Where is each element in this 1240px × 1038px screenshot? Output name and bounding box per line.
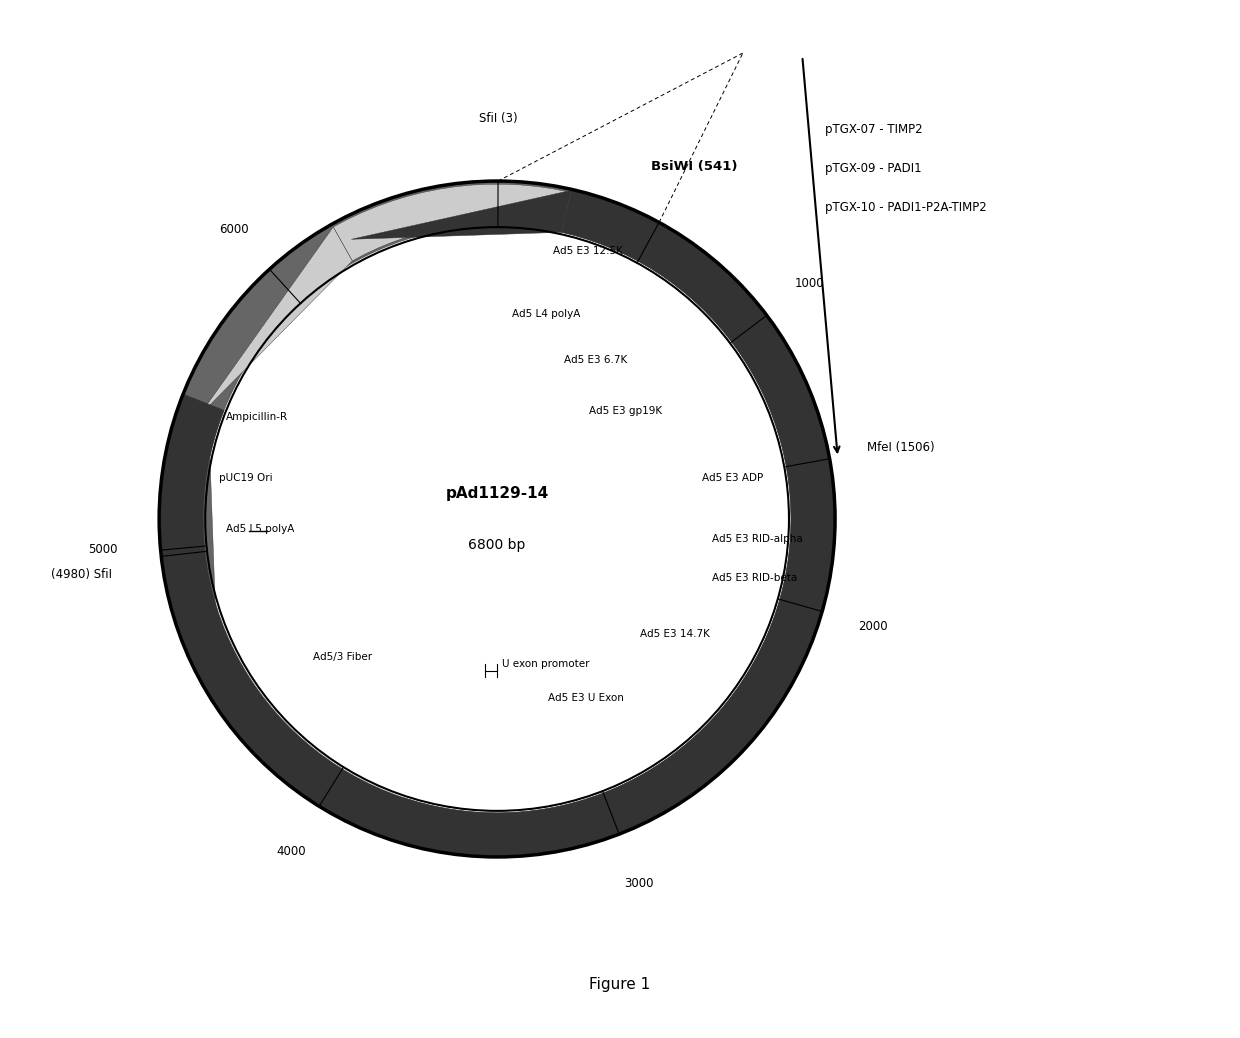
Text: 2000: 2000 bbox=[858, 620, 888, 632]
Polygon shape bbox=[754, 353, 789, 374]
Text: 1000: 1000 bbox=[795, 277, 825, 290]
Text: pUC19 Ori: pUC19 Ori bbox=[218, 473, 272, 483]
Polygon shape bbox=[769, 386, 830, 485]
Polygon shape bbox=[351, 190, 572, 240]
Text: Ampicillin-R: Ampicillin-R bbox=[226, 412, 288, 421]
Text: Ad5 L5 polyA: Ad5 L5 polyA bbox=[226, 524, 294, 535]
Text: Ad5 L4 polyA: Ad5 L4 polyA bbox=[512, 309, 580, 319]
Text: Ad5 E3 gp19K: Ad5 E3 gp19K bbox=[589, 407, 662, 416]
Text: SfiI (3): SfiI (3) bbox=[479, 112, 517, 125]
Text: Figure 1: Figure 1 bbox=[589, 978, 651, 992]
Text: Ad5 E3 ADP: Ad5 E3 ADP bbox=[702, 473, 763, 483]
Polygon shape bbox=[175, 589, 206, 596]
Text: 6000: 6000 bbox=[218, 223, 248, 237]
Text: 3000: 3000 bbox=[624, 877, 653, 891]
Polygon shape bbox=[160, 190, 835, 856]
Polygon shape bbox=[198, 227, 352, 416]
Text: BsiWI (541): BsiWI (541) bbox=[651, 160, 738, 173]
Polygon shape bbox=[656, 239, 675, 266]
Text: Ad5 E3 12.5K: Ad5 E3 12.5K bbox=[553, 246, 624, 255]
Polygon shape bbox=[175, 589, 213, 625]
Polygon shape bbox=[516, 184, 629, 248]
Text: pTGX-07 - TIMP2: pTGX-07 - TIMP2 bbox=[825, 124, 923, 136]
Polygon shape bbox=[697, 272, 723, 300]
Polygon shape bbox=[789, 572, 827, 585]
Polygon shape bbox=[791, 481, 830, 496]
Polygon shape bbox=[589, 765, 683, 838]
Polygon shape bbox=[708, 284, 789, 373]
Polygon shape bbox=[613, 210, 635, 248]
Text: Ad5 E3 6.7K: Ad5 E3 6.7K bbox=[564, 355, 627, 365]
Polygon shape bbox=[637, 226, 675, 266]
Text: Ad5 E3 RID-beta: Ad5 E3 RID-beta bbox=[712, 573, 797, 583]
Text: 5000: 5000 bbox=[88, 544, 118, 556]
Text: 6800 bp: 6800 bp bbox=[469, 538, 526, 551]
Text: MfeI (1506): MfeI (1506) bbox=[867, 441, 934, 454]
Text: (4980) SfiI: (4980) SfiI bbox=[51, 568, 113, 581]
Polygon shape bbox=[584, 800, 601, 838]
Polygon shape bbox=[773, 630, 806, 645]
Text: U exon promoter: U exon promoter bbox=[502, 659, 590, 670]
Polygon shape bbox=[167, 184, 832, 854]
Polygon shape bbox=[698, 651, 797, 765]
Polygon shape bbox=[673, 762, 691, 787]
Polygon shape bbox=[673, 754, 703, 787]
Polygon shape bbox=[698, 737, 724, 765]
Text: Ad5/3 Fiber: Ad5/3 Fiber bbox=[312, 652, 372, 662]
Polygon shape bbox=[167, 182, 835, 856]
Text: pAd1129-14: pAd1129-14 bbox=[445, 486, 549, 501]
Polygon shape bbox=[789, 503, 832, 579]
Text: Ad5 E3 14.7K: Ad5 E3 14.7K bbox=[641, 629, 711, 638]
Text: 4000: 4000 bbox=[277, 845, 306, 858]
Polygon shape bbox=[773, 588, 822, 645]
Text: pTGX-10 - PADI1-P2A-TIMP2: pTGX-10 - PADI1-P2A-TIMP2 bbox=[825, 201, 987, 214]
Text: pTGX-09 - PADI1: pTGX-09 - PADI1 bbox=[825, 162, 921, 175]
Text: Ad5 E3 U Exon: Ad5 E3 U Exon bbox=[548, 693, 624, 703]
Text: Ad5 E3 RID-alpha: Ad5 E3 RID-alpha bbox=[712, 535, 804, 545]
Polygon shape bbox=[667, 245, 723, 300]
Polygon shape bbox=[167, 447, 217, 664]
